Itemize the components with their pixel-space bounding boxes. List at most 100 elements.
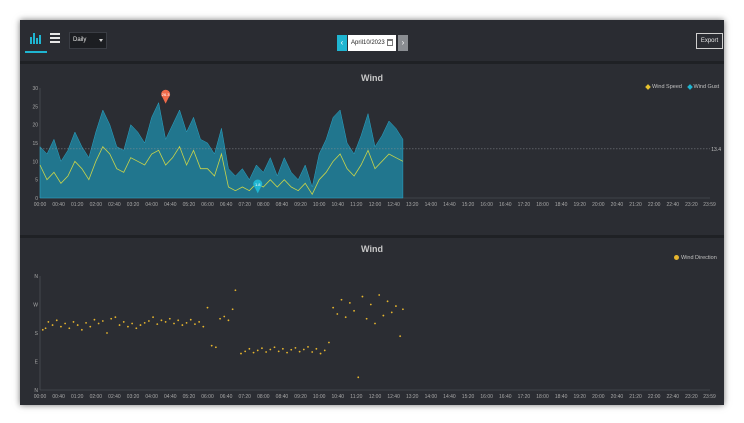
x-tick-label: 03:20: [127, 202, 140, 208]
direction-point: [386, 300, 389, 303]
direction-point: [110, 317, 113, 320]
direction-point: [160, 319, 163, 322]
x-tick-label: 11:20: [350, 394, 362, 400]
direction-point: [294, 346, 297, 349]
direction-chart-legend: Wind Direction: [674, 255, 717, 261]
x-tick-label: 17:20: [518, 202, 531, 208]
direction-point: [198, 321, 201, 323]
direction-point: [286, 351, 288, 354]
x-tick-label: 02:40: [108, 202, 121, 208]
export-button[interactable]: Export: [696, 33, 723, 49]
x-tick-label: 14:00: [425, 202, 438, 208]
x-tick-label: 12:00: [369, 202, 382, 208]
direction-point: [210, 344, 213, 347]
x-tick-label: 19:20: [573, 202, 586, 208]
direction-point: [319, 352, 322, 355]
y-tick-label: N: [34, 274, 38, 280]
direction-point: [173, 322, 175, 325]
direction-point: [378, 294, 381, 296]
legend-dot-icon: [674, 255, 679, 261]
x-tick-label: 20:40: [611, 394, 624, 400]
direction-point: [44, 327, 47, 330]
direction-point: [302, 348, 305, 351]
x-tick-label: 11:20: [350, 202, 362, 208]
direction-point: [290, 348, 293, 351]
direction-point: [122, 321, 125, 323]
direction-point: [72, 321, 75, 323]
toolbar: Daily ‹ April10/2023 › Export: [20, 20, 724, 64]
x-tick-label: 04:40: [164, 394, 177, 400]
x-tick-label: 16:40: [499, 394, 512, 400]
y-tick-label: 15: [32, 141, 38, 147]
direction-point: [382, 314, 385, 317]
prev-date-button[interactable]: ‹: [337, 35, 347, 51]
x-tick-label: 06:40: [220, 394, 233, 400]
x-tick-label: 02:00: [90, 202, 103, 208]
direction-point: [131, 322, 134, 325]
direction-point: [168, 317, 171, 320]
x-tick-label: 13:20: [406, 394, 419, 400]
direction-point: [344, 316, 347, 319]
direction-point: [185, 321, 188, 324]
x-tick-label: 04:00: [145, 394, 158, 400]
direction-point: [390, 311, 393, 314]
x-tick-label: 18:40: [555, 202, 568, 208]
legend-wind-speed[interactable]: Wind Speed: [652, 84, 682, 90]
direction-point: [248, 347, 251, 350]
x-tick-label: 18:00: [536, 202, 549, 208]
legend-wind-gust[interactable]: Wind Gust: [693, 84, 720, 90]
y-tick-label: S: [35, 331, 39, 337]
y-tick-label: 10: [32, 159, 38, 165]
direction-point: [135, 327, 138, 330]
x-tick-label: 08:40: [276, 394, 289, 400]
x-tick-label: 05:20: [183, 394, 196, 400]
wind-gust-area: [39, 101, 404, 199]
direction-point: [336, 313, 339, 315]
direction-point: [51, 324, 54, 326]
marker-label: 1.8: [255, 182, 261, 187]
direction-point: [227, 319, 230, 322]
calendar-icon[interactable]: [387, 39, 393, 46]
x-tick-label: 23:20: [685, 202, 698, 208]
direction-point: [273, 346, 276, 349]
direction-point: [361, 295, 364, 298]
speed-chart-legend: Wind Speed Wind Gust: [642, 83, 720, 90]
bar-chart-icon: [30, 33, 41, 44]
legend-wind-direction[interactable]: Wind Direction: [681, 255, 717, 261]
y-tick-label: N: [34, 388, 38, 394]
x-tick-label: 07:20: [238, 202, 251, 208]
x-tick-label: 06:40: [220, 202, 233, 208]
direction-point: [307, 346, 309, 348]
x-tick-label: 00:00: [34, 394, 47, 400]
x-tick-label: 17:20: [518, 394, 531, 400]
direction-point: [219, 317, 221, 320]
direction-point: [89, 325, 92, 328]
direction-point: [223, 315, 226, 318]
x-tick-label: 10:40: [332, 394, 345, 400]
direction-point: [256, 349, 259, 352]
x-tick-label: 08:40: [276, 202, 289, 208]
x-tick-label: 16:00: [480, 394, 493, 400]
chart-view-button[interactable]: [25, 29, 47, 53]
period-select[interactable]: Daily: [69, 32, 107, 49]
direction-point: [164, 321, 167, 323]
direction-point: [118, 324, 121, 326]
direction-point: [323, 349, 326, 352]
direction-point: [143, 321, 146, 324]
direction-point: [269, 348, 272, 351]
y-tick-label: W: [33, 303, 38, 309]
x-tick-label: 21:20: [629, 202, 642, 208]
direction-point: [152, 316, 154, 319]
date-picker-input[interactable]: April10/2023: [348, 35, 396, 51]
hamburger-icon[interactable]: [50, 33, 60, 43]
direction-point: [202, 325, 205, 328]
direction-point: [114, 316, 117, 319]
next-date-button[interactable]: ›: [398, 35, 408, 51]
direction-point: [234, 289, 237, 292]
direction-point: [41, 328, 44, 331]
y-tick-label: E: [35, 360, 39, 366]
x-tick-label: 12:00: [369, 394, 382, 400]
x-tick-label: 06:00: [201, 394, 214, 400]
panel-divider: [20, 235, 724, 238]
